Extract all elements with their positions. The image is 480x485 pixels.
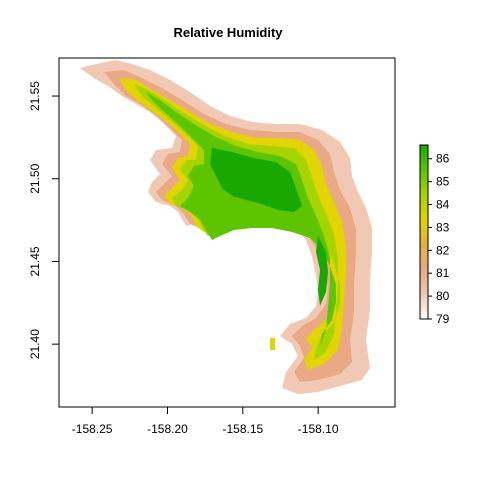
legend-tick-label: 84 [436, 198, 450, 212]
map-title: Relative Humidity [173, 25, 283, 40]
legend-tick-label: 85 [436, 175, 450, 189]
legend-tick-label: 83 [436, 220, 450, 234]
color-legend: 79 80 81 82 83 84 85 86 [419, 144, 450, 326]
x-tick-label: -158.25 [72, 422, 113, 436]
x-tick-label: -158.15 [222, 422, 263, 436]
raster-band-85 [146, 92, 336, 346]
raster-band-86 [210, 148, 302, 212]
y-tick-label: 21.50 [28, 163, 42, 193]
x-axis: -158.25 -158.20 -158.15 -158.10 [72, 407, 339, 436]
legend-tick-label: 79 [436, 312, 450, 326]
legend-tick-label: 82 [436, 243, 450, 257]
y-axis: 21.40 21.45 21.50 21.55 [28, 81, 59, 359]
humidity-raster [80, 60, 372, 394]
y-tick-label: 21.40 [28, 329, 42, 359]
x-tick-label: -158.20 [147, 422, 188, 436]
x-tick-label: -158.10 [298, 422, 339, 436]
legend-tick-label: 81 [436, 266, 450, 280]
plot-frame [58, 57, 396, 408]
legend-tick-label: 86 [436, 152, 450, 166]
raster-pixel [270, 338, 275, 350]
y-tick-label: 21.45 [28, 246, 42, 276]
raster-band-86-south [316, 236, 328, 306]
legend-color-bar [419, 144, 429, 320]
legend-tick-label: 80 [436, 289, 450, 303]
y-tick-label: 21.55 [28, 81, 42, 111]
